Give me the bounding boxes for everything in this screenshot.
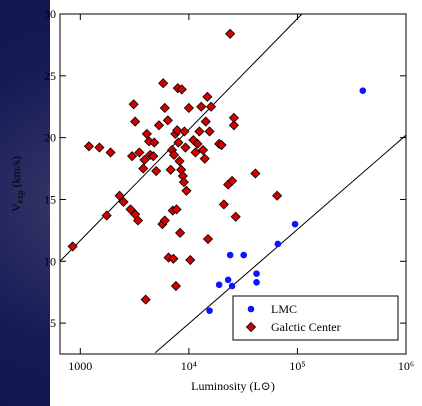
diamond-marker	[83, 141, 94, 152]
diamond-marker	[67, 241, 78, 252]
diamond-marker	[194, 126, 205, 137]
diamond-marker	[179, 126, 190, 137]
diamond-marker	[185, 254, 196, 266]
diamond-marker	[225, 28, 236, 39]
diamond-marker	[202, 233, 214, 245]
diamond-marker	[190, 147, 201, 158]
diamond-marker	[168, 149, 180, 161]
diamond-marker	[105, 147, 116, 158]
diamond-marker	[114, 190, 125, 201]
diamond-marker	[127, 151, 138, 162]
diamond-marker	[171, 204, 182, 215]
x-axis-label: Luminosity (L⊙)	[191, 379, 275, 393]
reference-line	[60, 14, 303, 262]
y-tick-label: 25	[44, 69, 56, 83]
circle-marker	[240, 251, 248, 259]
circle-marker	[291, 220, 299, 228]
diamond-marker	[141, 128, 152, 139]
x-tick-label: 1000	[68, 359, 92, 373]
diamond-marker	[165, 164, 176, 175]
circle-marker	[274, 240, 282, 248]
diamond-marker	[199, 153, 210, 164]
diamond-marker	[94, 142, 105, 153]
diamond-marker	[204, 126, 215, 137]
diamond-marker	[173, 137, 184, 148]
diamond-marker	[250, 168, 261, 179]
diamond-marker	[174, 156, 185, 167]
y-tick-label: 5	[50, 316, 56, 330]
circle-marker	[206, 307, 213, 315]
diamond-marker	[149, 137, 160, 148]
circle-marker	[226, 251, 234, 259]
diamond-marker	[170, 280, 182, 292]
diamond-marker	[128, 99, 139, 110]
diamond-marker	[153, 120, 165, 131]
diamond-marker	[178, 177, 189, 188]
y-axis-label-rest: (km/s)	[9, 156, 23, 190]
diamond-marker	[230, 211, 241, 222]
plot-content	[60, 14, 406, 354]
diamond-marker	[139, 154, 150, 165]
diamond-marker	[205, 101, 217, 112]
diamond-marker	[159, 215, 170, 226]
circle-marker	[228, 282, 236, 290]
diamond-marker	[158, 78, 169, 89]
diamond-marker	[272, 190, 283, 201]
diamond-marker	[148, 151, 159, 162]
diamond-marker	[202, 91, 213, 102]
legend-label: LMC	[271, 302, 297, 316]
diamond-marker	[172, 125, 183, 136]
y-axis-label-main: V	[9, 203, 23, 212]
y-tick-label: 15	[44, 192, 56, 206]
diamond-marker	[132, 215, 144, 226]
diamond-marker	[101, 210, 112, 221]
diamond-marker	[151, 165, 162, 177]
y-tick-label: 20	[44, 131, 56, 145]
legend-marker	[247, 305, 255, 313]
y-axis-label: Vexp (km/s)	[9, 156, 25, 212]
diamond-marker	[196, 101, 207, 112]
legend-label: Galctic Center	[271, 320, 341, 334]
diamond-marker	[130, 116, 141, 127]
diamond-marker	[162, 115, 173, 126]
diamond-marker	[140, 294, 151, 305]
x-tick-label: 10⁵	[289, 359, 305, 373]
diamond-marker	[138, 163, 149, 174]
diamond-marker	[227, 175, 238, 186]
diamond-marker	[228, 120, 239, 131]
circle-marker	[224, 276, 232, 284]
diamond-marker	[134, 147, 145, 158]
diamond-marker	[168, 253, 179, 264]
x-tick-label: 10⁴	[181, 359, 197, 373]
legend-marker	[245, 321, 257, 333]
circle-marker	[359, 87, 367, 94]
x-tick-label: 10⁶	[398, 359, 414, 373]
circle-marker	[215, 281, 223, 289]
diamond-marker	[180, 142, 191, 153]
diamond-marker	[192, 138, 203, 149]
diamond-marker	[176, 84, 187, 95]
diamond-marker	[200, 116, 211, 127]
diamond-marker	[118, 196, 129, 207]
circle-marker	[253, 270, 260, 277]
diamond-marker	[181, 185, 192, 196]
diamond-marker	[159, 102, 170, 114]
legend-box	[232, 295, 399, 341]
diamond-marker	[197, 144, 209, 156]
y-tick-label: 10	[44, 254, 56, 268]
diamond-marker	[125, 204, 136, 215]
y-tick-label: 30	[44, 7, 56, 21]
y-axis-label-sub: exp	[15, 190, 25, 203]
diamond-marker	[183, 102, 194, 114]
diamond-marker	[218, 199, 229, 210]
circle-marker	[253, 278, 260, 286]
diamond-marker	[175, 227, 186, 238]
diamond-marker	[216, 139, 227, 151]
diamond-marker	[228, 112, 239, 123]
